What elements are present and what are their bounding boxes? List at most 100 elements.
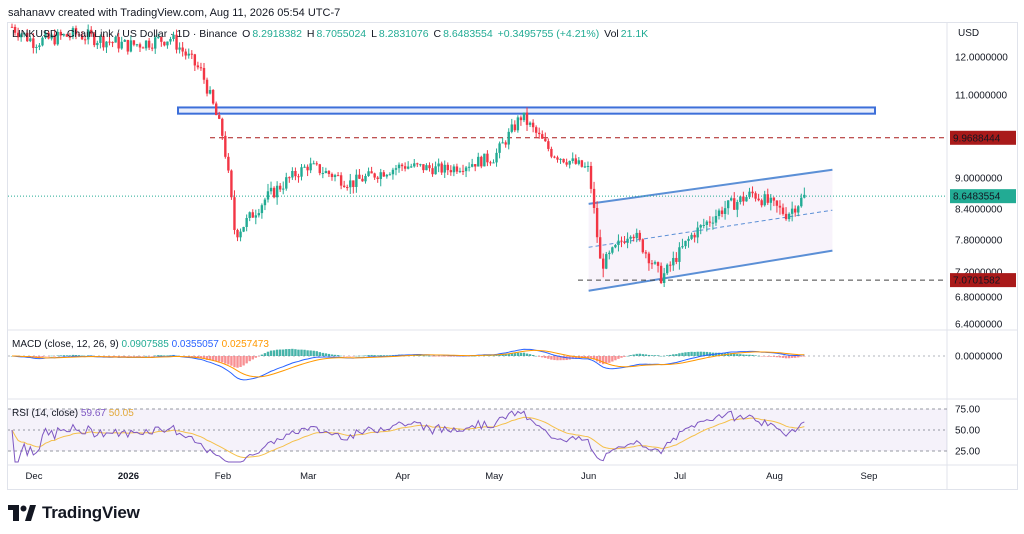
candle-body [111, 42, 114, 44]
candle-body [263, 199, 267, 206]
candle-body [318, 164, 321, 174]
symbol-title[interactable]: LINKUSD · ChainLink / US Dollar · 1D · B… [12, 28, 238, 40]
candle-body [702, 225, 705, 227]
candle-body [455, 166, 459, 172]
candle-body [556, 157, 559, 160]
candle-body [400, 164, 404, 167]
macd-histogram-bar [38, 356, 41, 358]
candle-body [181, 47, 184, 52]
candle-body [50, 34, 53, 39]
candle-body [355, 174, 358, 187]
candle-body [769, 197, 773, 203]
currency-label[interactable]: USD [958, 28, 980, 39]
macd-histogram-bar [437, 356, 440, 357]
candle-body [172, 34, 175, 40]
macd-histogram-bar [108, 356, 111, 357]
candle-body [144, 40, 148, 49]
tradingview-logo[interactable]: TradingView [8, 503, 140, 523]
macd-histogram-bar [379, 355, 382, 356]
candle-body [53, 34, 56, 45]
candle-body [175, 34, 178, 50]
macd-histogram-bar [56, 355, 59, 356]
candle-body [83, 39, 87, 41]
candle-body [425, 165, 428, 171]
macd-histogram-bar [205, 356, 209, 360]
candle-body [242, 226, 245, 232]
candle-body [327, 171, 331, 175]
macd-histogram-bar [602, 356, 605, 365]
macd-histogram-bar [367, 355, 370, 356]
macd-histogram-bar [666, 355, 669, 356]
candle-body [154, 37, 157, 49]
macd-histogram-bar [388, 355, 392, 356]
candle-body [379, 172, 382, 179]
tradingview-logo-icon [8, 505, 36, 521]
candle-body [431, 168, 434, 175]
candle-body [218, 115, 221, 119]
open-label: O [242, 28, 251, 40]
macd-histogram-bar [748, 354, 751, 356]
candle-body [528, 122, 532, 125]
candle-body [498, 143, 501, 153]
macd-histogram-bar [373, 355, 376, 356]
candle-body [483, 153, 486, 167]
high-value: 8.7055024 [316, 28, 367, 40]
high-label: H [306, 28, 315, 40]
macd-histogram-bar [650, 355, 654, 356]
macd-histogram-bar [702, 351, 705, 356]
candle-body [129, 40, 133, 52]
macd-title[interactable]: MACD (close, 12, 26, 9) [12, 339, 119, 350]
candle-body [690, 234, 693, 239]
candle-body [306, 166, 309, 171]
candle-body [26, 32, 29, 42]
macd-histogram-bar [47, 356, 50, 357]
rsi-value: 59.67 [80, 408, 106, 419]
channel-lower-line [588, 249, 833, 292]
macd-histogram-bar [452, 356, 456, 357]
candle-body [684, 240, 687, 247]
macd-histogram-bar [303, 349, 306, 356]
level-tag-high-bg [950, 130, 1016, 145]
candle-body [641, 239, 645, 253]
macd-histogram-bar [449, 356, 453, 357]
candle-body [416, 163, 419, 165]
macd-histogram-bar [120, 356, 123, 357]
candle-body [778, 205, 782, 208]
macd-histogram-bar [147, 356, 151, 357]
macd-histogram-bar [315, 351, 318, 356]
candle-body [187, 53, 190, 56]
rsi-title[interactable]: RSI (14, close) [12, 408, 79, 419]
candle-body [394, 168, 398, 170]
macd-histogram-bar [693, 351, 696, 356]
candle-body [196, 65, 200, 68]
candle-body [391, 169, 395, 175]
candle-body [495, 152, 498, 163]
macd-histogram-bar [294, 349, 297, 356]
macd-histogram-bar [224, 356, 227, 364]
candle-body [617, 240, 620, 246]
macd-histogram-bar [190, 356, 193, 358]
macd-histogram-bar [114, 356, 117, 357]
candle-body [376, 177, 379, 179]
candle-body [519, 117, 523, 121]
macd-histogram-bar [309, 350, 312, 356]
candle-body [723, 208, 727, 214]
price-axis-label: 7.8000000 [955, 236, 1003, 247]
rsi-axis-label: 50.00 [955, 426, 980, 437]
candle-body [309, 163, 312, 171]
candle-body [711, 222, 715, 224]
candle-body [99, 35, 102, 43]
macd-histogram-bar [77, 355, 81, 356]
candle-body [208, 89, 212, 94]
macd-histogram-bar [135, 356, 139, 357]
candle-body [269, 187, 273, 192]
candle-body [214, 103, 218, 116]
macd-histogram-bar [288, 349, 291, 356]
x-axis-label: 2026 [118, 471, 139, 482]
candle-body [105, 41, 108, 48]
macd-histogram-bar [312, 350, 315, 356]
macd-histogram-bar [534, 355, 538, 357]
candle-body [233, 197, 236, 230]
macd-histogram-bar [260, 354, 264, 356]
